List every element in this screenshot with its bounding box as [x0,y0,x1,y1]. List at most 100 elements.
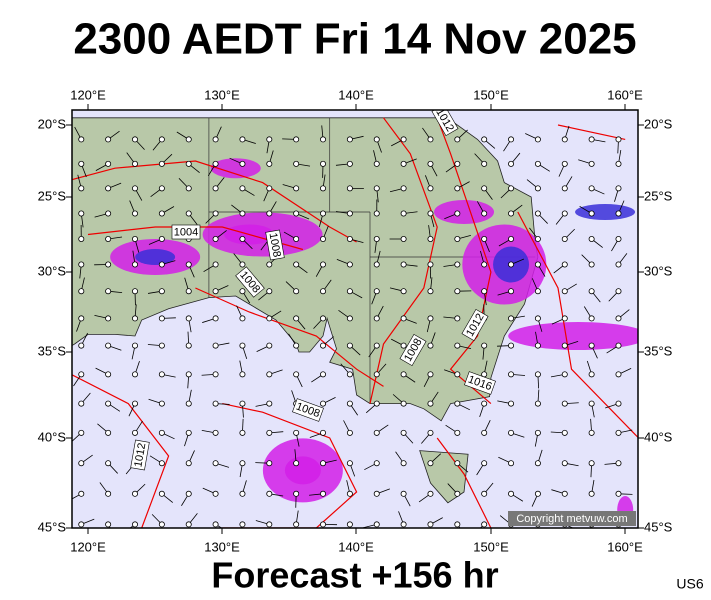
station [185,315,192,322]
station [481,160,488,167]
station [132,429,139,436]
station [373,315,380,322]
station [293,136,300,143]
station [105,261,112,268]
station [534,261,541,268]
station [132,400,139,407]
station [212,261,219,268]
station [373,400,380,407]
station [534,288,541,295]
isobar-label: 1012 [132,442,148,468]
station [427,460,434,467]
station [561,136,568,143]
station [588,235,595,242]
station [185,371,192,378]
station [346,160,353,167]
station [508,160,515,167]
isobar [195,287,384,387]
station [346,371,353,378]
station [615,460,622,467]
station [239,429,246,436]
station [534,185,541,192]
station [158,261,165,268]
precipitation [135,249,176,265]
isobar [369,117,438,404]
station [185,521,192,528]
station [185,490,192,497]
station [615,342,622,349]
station [481,521,488,528]
station [427,429,434,436]
station [346,315,353,322]
station [561,342,568,349]
station [105,429,112,436]
station [78,521,85,528]
station [346,185,353,192]
station [212,460,219,467]
station [373,261,380,268]
station [481,490,488,497]
station [400,460,407,467]
station [105,315,112,322]
station [534,160,541,167]
station [508,429,515,436]
station [158,288,165,295]
station [373,490,380,497]
station [454,400,461,407]
station [293,160,300,167]
station [78,315,85,322]
station [454,185,461,192]
isobar-label-box [399,333,427,367]
station [615,371,622,378]
station [588,210,595,217]
station [346,136,353,143]
station [427,160,434,167]
station [427,210,434,217]
station [320,160,327,167]
station [588,342,595,349]
station [293,185,300,192]
station [132,160,139,167]
station [239,235,246,242]
station [78,460,85,467]
station [105,136,112,143]
station [266,315,273,322]
bottom-lon-label: 130°E [204,539,240,554]
station [158,521,165,528]
station [105,235,112,242]
station [346,460,353,467]
station [105,210,112,217]
station [427,400,434,407]
station [346,261,353,268]
station [132,210,139,217]
station [158,342,165,349]
station [239,185,246,192]
station [373,460,380,467]
station [132,521,139,528]
station [158,371,165,378]
copyright: Copyright metvuw.com [516,513,627,525]
station [588,490,595,497]
station [561,185,568,192]
station [400,235,407,242]
station [534,342,541,349]
station [427,235,434,242]
bottom-lon-label: 120°E [70,539,106,554]
station [508,288,515,295]
copyright-box [508,511,636,526]
station [266,210,273,217]
station [158,490,165,497]
isobar-label-group: 1008 [265,229,285,261]
station [78,235,85,242]
station [212,185,219,192]
station [427,521,434,528]
station [185,261,192,268]
station [346,342,353,349]
station [481,460,488,467]
station [78,288,85,295]
station [320,429,327,436]
station [454,136,461,143]
station [78,160,85,167]
map-frame [71,109,639,529]
station [588,185,595,192]
